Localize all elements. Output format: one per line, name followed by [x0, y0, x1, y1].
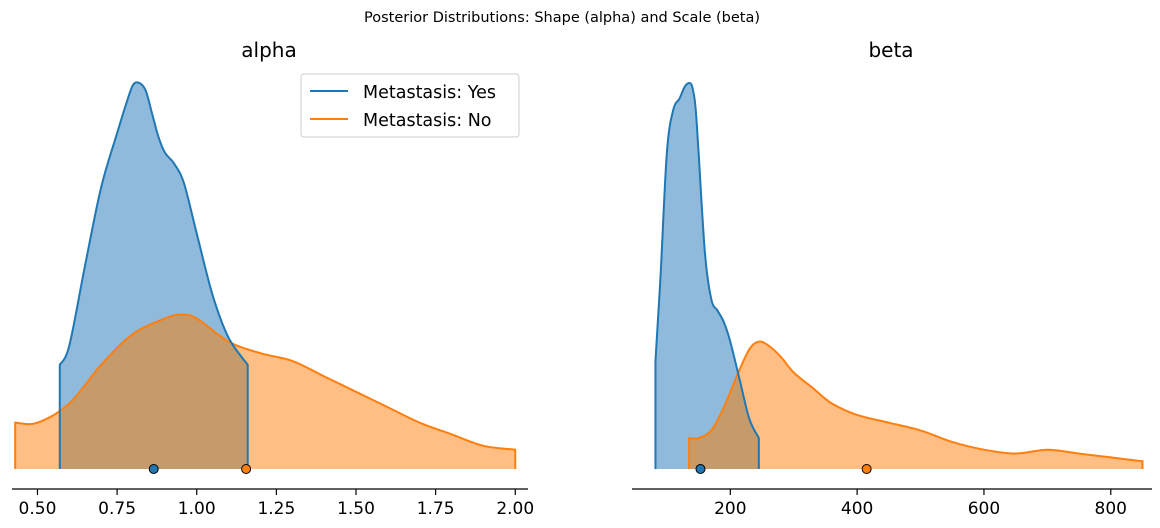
legend-label-no: Metastasis: No — [363, 111, 492, 131]
beta-areas — [654, 81, 1144, 474]
figure-suptitle: Posterior Distributions: Shape (alpha) a… — [364, 10, 760, 26]
alpha-point-yes — [148, 464, 159, 474]
legend: Metastasis: Yes Metastasis: No — [300, 73, 520, 138]
beta-tick-label: 800 — [1095, 499, 1127, 519]
alpha-areas — [14, 81, 517, 474]
beta-area-no — [689, 341, 1143, 469]
alpha-area-overlap — [59, 314, 248, 469]
alpha-ticks: 0.50 0.75 1.00 1.25 1.50 1.75 2.00 — [19, 489, 534, 519]
beta-tick-label: 600 — [968, 499, 1000, 519]
beta-ticks: 200 400 600 800 — [714, 489, 1127, 519]
beta-point-yes — [695, 464, 706, 474]
alpha-tick-label: 1.00 — [178, 499, 216, 519]
alpha-tick-label: 1.25 — [257, 499, 295, 519]
beta-panel-title: beta — [868, 38, 913, 62]
legend-label-yes: Metastasis: Yes — [363, 83, 496, 103]
beta-tick-label: 400 — [841, 499, 873, 519]
alpha-tick-label: 0.75 — [98, 499, 136, 519]
alpha-point-no — [241, 464, 252, 474]
beta-tick-label: 200 — [714, 499, 746, 519]
alpha-tick-label: 0.50 — [19, 499, 57, 519]
legend-box — [300, 73, 520, 138]
beta-line-no — [688, 340, 1144, 469]
alpha-line-no — [14, 313, 517, 469]
alpha-tick-label: 1.75 — [417, 499, 455, 519]
beta-line-yes — [654, 81, 760, 469]
beta-panel: beta 200 400 600 800 — [632, 38, 1152, 519]
alpha-panel-title: alpha — [241, 38, 296, 62]
beta-point-no — [861, 464, 872, 474]
alpha-panel: alpha 0.50 0.75 1.00 1.25 1.50 1.75 2.00 Metas… — [12, 38, 534, 519]
alpha-tick-label: 1.50 — [337, 499, 375, 519]
alpha-tick-label: 2.00 — [496, 499, 534, 519]
alpha-line-yes — [58, 81, 249, 469]
